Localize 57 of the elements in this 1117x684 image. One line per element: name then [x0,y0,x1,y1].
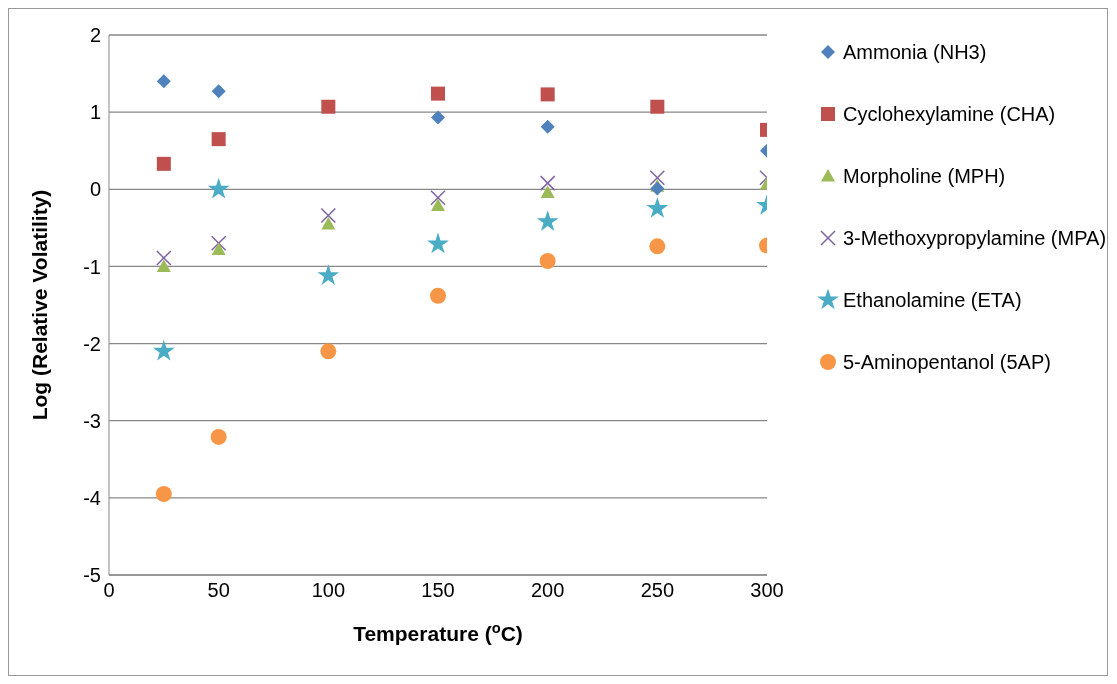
point [540,185,555,198]
legend-label: Ammonia (NH3) [843,40,987,65]
y-tick-label: -5 [83,564,101,587]
legend-label: Morpholine (MPH) [843,164,1006,189]
y-tick-label: -3 [83,409,101,432]
point [649,238,666,255]
point [155,486,172,502]
legend-label: Ethanolamine (ETA) [843,288,1022,313]
point [156,74,171,89]
x-tick-label: 0 [103,579,115,602]
legend-label: 3-Methoxypropylamine (MPA) [843,226,1107,251]
x-axis-title: Temperature ($^{o}$C) [353,620,523,645]
point [156,156,171,171]
point [539,253,556,270]
point [650,99,665,114]
x-tick-label: 50 [207,579,230,602]
y-tick-label: -1 [83,255,101,278]
y-tick-label: -2 [83,332,101,355]
x-tick-label: 100 [311,579,346,602]
x-tick-label: 200 [530,579,565,602]
point [207,177,230,199]
x-tick-label: 300 [750,579,784,602]
point [152,339,175,361]
y-tick-label: 2 [89,24,101,47]
point [540,119,555,134]
point [430,190,446,206]
point [156,259,171,273]
point [320,207,337,224]
point [431,198,445,212]
point [321,217,336,230]
point [650,181,665,196]
legend-label: Cyclohexylamine (CHA) [843,102,1056,127]
y-tick-label: 1 [89,101,101,124]
point [320,343,337,360]
point [211,242,226,256]
point [321,99,336,114]
y-tick-label: 0 [89,178,101,201]
point [646,197,669,218]
point [156,250,172,266]
point [431,110,445,125]
point [211,132,226,147]
point [536,210,559,231]
y-tick-label: -4 [83,486,101,509]
x-tick-label: 250 [640,579,675,602]
point [539,175,556,191]
point [210,428,227,445]
y-axis-title: Log (Relative Volatility) [28,189,51,421]
point [427,232,449,254]
point [317,264,340,285]
point [649,169,666,186]
point [210,235,227,252]
x-tick-label: 150 [421,579,455,602]
point [430,287,446,304]
legend-label: 5-Aminopentanol (5AP) [843,350,1051,375]
point [211,84,226,99]
point [540,87,555,102]
point [431,86,445,101]
